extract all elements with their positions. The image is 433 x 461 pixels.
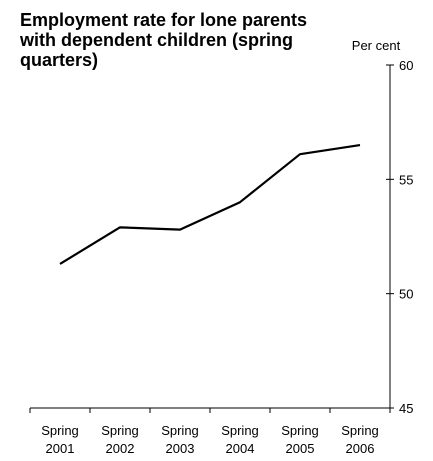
x-tick-label-line: Spring [41,423,79,438]
x-tick-label-line: Spring [221,423,259,438]
x-tick-label-line: 2002 [106,441,135,456]
x-tick-label: Spring 2003 [161,423,199,456]
x-tick-label-line: 2003 [166,441,195,456]
x-tick-label-line: Spring [281,423,319,438]
x-tick-label-line: 2006 [346,441,375,456]
y-axis-unit-label: Per cent [351,38,401,53]
x-tick-label-line: 2004 [226,441,255,456]
x-tick-label: Spring 2001 [41,423,79,456]
x-tick-label-line: Spring [101,423,139,438]
x-tick-label: Spring 2004 [221,423,259,456]
x-tick-label: Spring 2006 [341,423,379,456]
x-tick-label: Spring 2002 [101,423,139,456]
y-tick-label: 60 [399,58,413,73]
chart-title: Employment rate for lone parents with de… [20,10,308,70]
x-tick-label: Spring 2005 [281,423,319,456]
y-tick-label: 55 [399,172,413,187]
y-tick-label: 50 [399,287,413,302]
series-line [59,143,361,265]
x-tick-label-line: Spring [161,423,199,438]
y-tick-label: 45 [399,401,413,416]
axes: Spring 2001 Spring 2002 Spring 2003 Spring 2004… [29,58,413,456]
x-tick-label-line: 2001 [46,441,75,456]
series-group [59,143,361,265]
x-tick-label-line: Spring [341,423,379,438]
x-tick-label-line: 2005 [286,441,315,456]
